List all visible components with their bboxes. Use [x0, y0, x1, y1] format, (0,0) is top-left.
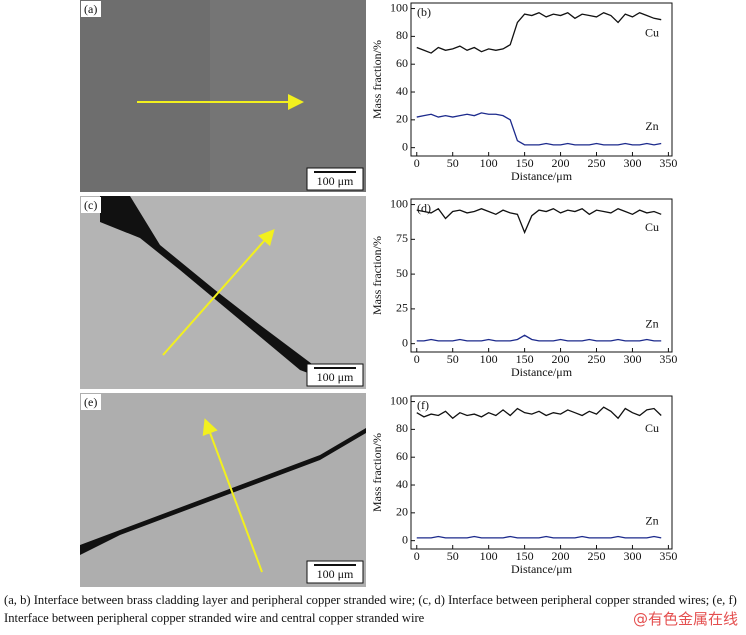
panel-label-bg	[81, 197, 101, 213]
x-tick-label: 300	[623, 352, 641, 366]
series-line	[416, 207, 662, 235]
y-tick-label: 60	[396, 56, 408, 70]
x-tick-label: 200	[552, 352, 570, 366]
x-tick-label: 250	[588, 549, 606, 563]
y-tick-label: 40	[396, 84, 408, 98]
plot-frame	[410, 2, 673, 157]
y-tick-label: 100	[390, 393, 408, 407]
x-tick-label: 0	[414, 156, 420, 170]
series-label: Zn	[645, 119, 658, 133]
plot-frame	[410, 395, 673, 550]
panel-label: (c)	[84, 198, 97, 212]
x-tick-label: 350	[659, 156, 677, 170]
y-tick-label: 100	[390, 196, 408, 210]
y-tick-label: 40	[396, 477, 408, 491]
x-tick-label: 0	[414, 549, 420, 563]
x-tick-label: 100	[480, 352, 498, 366]
x-tick-label: 50	[447, 156, 459, 170]
caption: (a, b) Interface between brass cladding …	[4, 593, 737, 625]
x-tick-label: 200	[552, 156, 570, 170]
series-line	[416, 11, 662, 54]
panel-label-bg	[81, 1, 101, 17]
x-tick-label: 100	[480, 549, 498, 563]
x-tick-label: 250	[588, 156, 606, 170]
y-tick-label: 100	[390, 0, 408, 14]
x-tick-label: 300	[623, 156, 641, 170]
plot-frame	[410, 198, 673, 353]
series-line	[416, 112, 662, 146]
x-tick-label: 200	[552, 549, 570, 563]
x-tick-label: 250	[588, 352, 606, 366]
x-tick-label: 300	[623, 549, 641, 563]
series-label: Cu	[645, 421, 659, 435]
panel-label-bg	[81, 394, 101, 410]
micrograph-e	[80, 393, 366, 587]
series-label: Cu	[645, 25, 659, 39]
y-tick-label: 0	[402, 139, 408, 153]
y-axis-label: Mass fraction/%	[370, 40, 384, 119]
micrograph-c	[80, 196, 366, 389]
micrograph-a	[80, 0, 366, 192]
y-tick-label: 75	[396, 231, 408, 245]
panel-label: (e)	[84, 395, 97, 409]
scale-bar-box	[306, 363, 364, 387]
x-tick-label: 150	[516, 156, 534, 170]
series-label: Cu	[645, 220, 659, 234]
scale-label: 100 μm	[317, 370, 354, 384]
x-tick-label: 150	[516, 549, 534, 563]
x-axis-label: Distance/μm	[511, 169, 573, 183]
scale-label: 100 μm	[317, 567, 354, 581]
series-line	[416, 535, 662, 539]
y-tick-label: 50	[396, 266, 408, 280]
scale-bar-box	[306, 167, 364, 191]
series-label: Zn	[645, 514, 658, 528]
x-tick-label: 0	[414, 352, 420, 366]
y-axis-label: Mass fraction/%	[370, 433, 384, 512]
figure: (a)100 μm(c)100 μm(e)100 μm0 50 100 150 200 2…	[80, 0, 677, 587]
series-label: Zn	[645, 317, 658, 331]
scale-label: 100 μm	[317, 174, 354, 188]
y-axis-label: Mass fraction/%	[370, 236, 384, 315]
panel-label: (a)	[84, 2, 97, 16]
y-tick-label: 20	[396, 505, 408, 519]
y-tick-label: 0	[402, 335, 408, 349]
chart-title: (f)	[417, 398, 429, 412]
series-line	[416, 406, 662, 420]
y-tick-label: 25	[396, 301, 408, 315]
x-axis-label: Distance/μm	[511, 562, 573, 576]
scale-bar-box	[306, 560, 364, 584]
y-tick-label: 80	[396, 421, 408, 435]
x-tick-label: 350	[659, 549, 677, 563]
chart-title: (b)	[417, 5, 431, 19]
x-tick-label: 50	[447, 352, 459, 366]
y-tick-label: 60	[396, 449, 408, 463]
x-tick-label: 150	[516, 352, 534, 366]
x-tick-label: 100	[480, 156, 498, 170]
x-tick-label: 50	[447, 549, 459, 563]
y-tick-label: 80	[396, 28, 408, 42]
x-tick-label: 350	[659, 352, 677, 366]
series-line	[416, 334, 662, 342]
y-tick-label: 20	[396, 112, 408, 126]
x-axis-label: Distance/μm	[511, 365, 573, 379]
y-tick-label: 0	[402, 532, 408, 546]
watermark: @有色金属在线	[632, 610, 738, 628]
